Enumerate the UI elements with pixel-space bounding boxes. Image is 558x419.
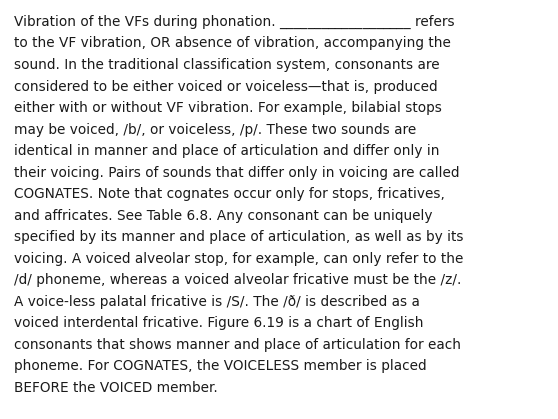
Text: specified by its manner and place of articulation, as well as by its: specified by its manner and place of art… (14, 230, 464, 244)
Text: sound. In the traditional classification system, consonants are: sound. In the traditional classification… (14, 58, 440, 72)
Text: and affricates. See Table 6.8. Any consonant can be uniquely: and affricates. See Table 6.8. Any conso… (14, 209, 432, 222)
Text: may be voiced, /b/, or voiceless, /p/. These two sounds are: may be voiced, /b/, or voiceless, /p/. T… (14, 122, 416, 137)
Text: phoneme. For COGNATES, the VOICELESS member is placed: phoneme. For COGNATES, the VOICELESS mem… (14, 359, 427, 373)
Text: voiced interdental fricative. Figure 6.19 is a chart of English: voiced interdental fricative. Figure 6.1… (14, 316, 424, 330)
Text: /d/ phoneme, whereas a voiced alveolar fricative must be the /z/.: /d/ phoneme, whereas a voiced alveolar f… (14, 273, 461, 287)
Text: voicing. A voiced alveolar stop, for example, can only refer to the: voicing. A voiced alveolar stop, for exa… (14, 251, 463, 266)
Text: either with or without VF vibration. For example, bilabial stops: either with or without VF vibration. For… (14, 101, 442, 115)
Text: their voicing. Pairs of sounds that differ only in voicing are called: their voicing. Pairs of sounds that diff… (14, 166, 459, 179)
Text: considered to be either voiced or voiceless—that is, produced: considered to be either voiced or voicel… (14, 80, 437, 93)
Text: A voice-less palatal fricative is /S/. The /ð/ is described as a: A voice-less palatal fricative is /S/. T… (14, 295, 420, 308)
Text: to the VF vibration, OR absence of vibration, accompanying the: to the VF vibration, OR absence of vibra… (14, 36, 451, 51)
Text: identical in manner and place of articulation and differ only in: identical in manner and place of articul… (14, 144, 440, 158)
Text: COGNATES. Note that cognates occur only for stops, fricatives,: COGNATES. Note that cognates occur only … (14, 187, 445, 201)
Text: BEFORE the VOICED member.: BEFORE the VOICED member. (14, 380, 218, 395)
Text: Vibration of the VFs during phonation. ___________________ refers: Vibration of the VFs during phonation. _… (14, 15, 455, 29)
Text: consonants that shows manner and place of articulation for each: consonants that shows manner and place o… (14, 337, 461, 352)
